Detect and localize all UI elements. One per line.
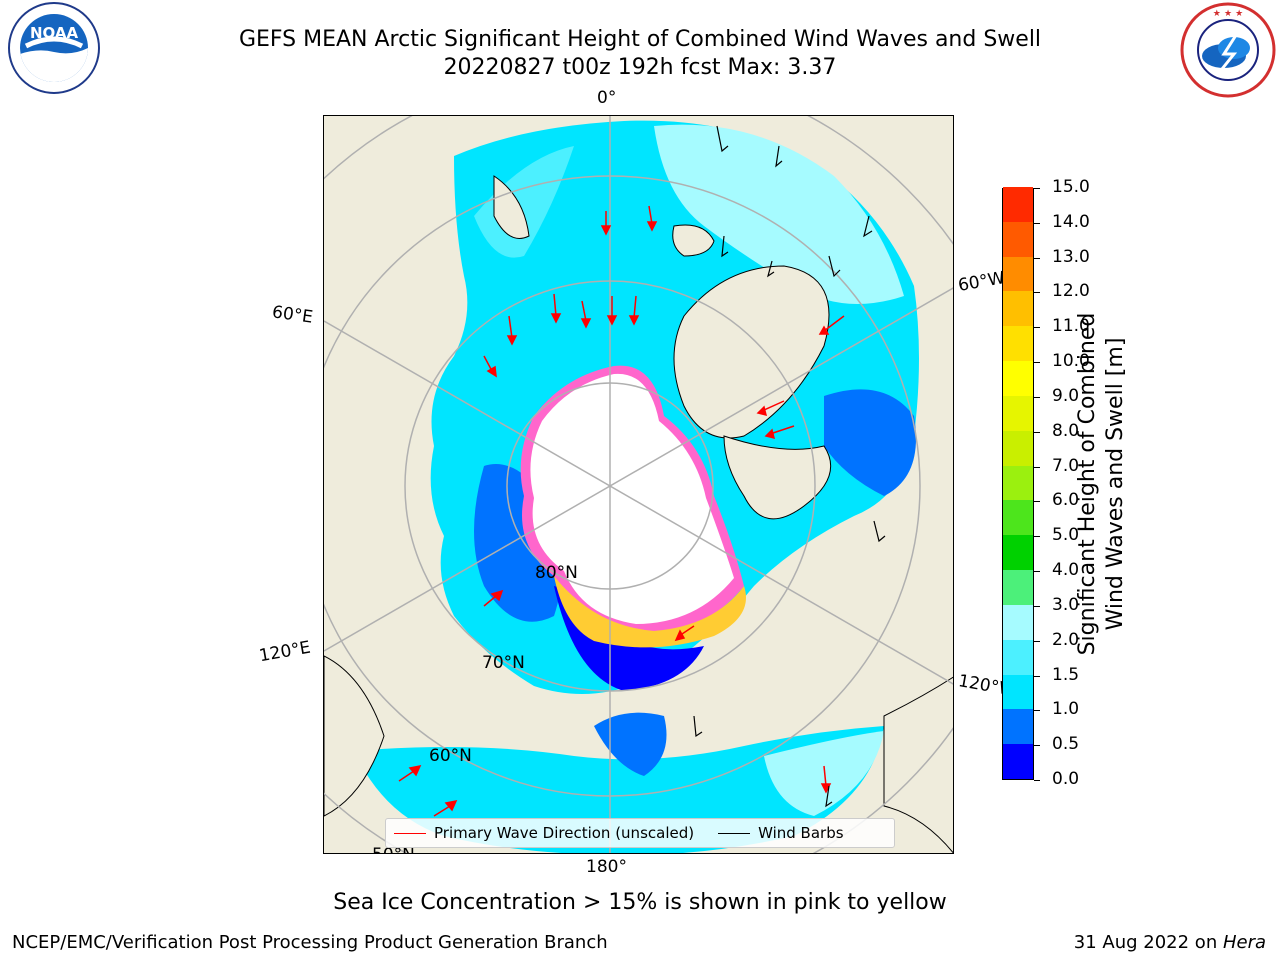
ice-note: Sea Ice Concentration > 15% is shown in …: [333, 890, 947, 915]
colorbar-tick-label: 8.0: [1052, 420, 1080, 441]
map-legend: Primary Wave Direction (unscaled) Wind B…: [385, 818, 895, 848]
colorbar-tick-label: 12.0: [1052, 281, 1090, 302]
colorbar-band: [1003, 535, 1033, 571]
footer-date-text: 31 Aug 2022 on: [1073, 932, 1223, 953]
footer-date: 31 Aug 2022 on Hera: [1074, 932, 1266, 953]
colorbar-tick-mark: [1034, 431, 1040, 433]
colorbar-tick-mark: [1034, 605, 1040, 607]
colorbar-tick-mark: [1034, 257, 1040, 259]
lon-60e-label: 60°E: [270, 302, 315, 328]
svg-text:★ ★ ★: ★ ★ ★: [1213, 9, 1243, 19]
footer-credit: NCEP/EMC/Verification Post Processing Pr…: [12, 932, 608, 953]
colorbar-tick-mark: [1034, 780, 1040, 781]
lat-50-label: 50°N: [372, 845, 415, 853]
colorbar-band: [1003, 604, 1033, 640]
colorbar-tick-mark: [1034, 675, 1040, 677]
arctic-map: 80°N 70°N 60°N 50°N: [323, 115, 954, 854]
lat-70-label: 70°N: [482, 653, 525, 673]
colorbar-tick-mark: [1034, 536, 1040, 538]
colorbar-tick-mark: [1034, 571, 1040, 573]
map-canvas: [324, 116, 953, 853]
graticule: [324, 116, 953, 853]
colorbar-tick-label: 3.0: [1052, 594, 1080, 615]
colorbar-tick-label: 5.0: [1052, 525, 1080, 546]
colorbar-band: [1003, 361, 1033, 396]
colorbar-tick-label: 4.0: [1052, 560, 1080, 581]
colorbar-band: [1003, 744, 1033, 779]
colorbar-band: [1003, 500, 1033, 536]
colorbar-band: [1003, 187, 1033, 222]
wave-direction-arrows: [398, 205, 845, 817]
colorbar-tick-label: 6.0: [1052, 490, 1080, 511]
colorbar-band: [1003, 395, 1033, 431]
colorbar-band: [1003, 674, 1033, 710]
colorbar-tick-mark: [1034, 710, 1040, 712]
wind-legend-swatch: [718, 832, 751, 834]
lon-0-label: 0°: [597, 88, 617, 108]
wind-barbs: [693, 125, 886, 808]
colorbar-tick-mark: [1034, 222, 1040, 224]
colorbar-band: [1003, 639, 1033, 675]
colorbar-tick-label: 10.0: [1052, 351, 1090, 372]
chart-subtitle: 20220827 t00z 192h fcst Max: 3.37: [443, 55, 837, 80]
colorbar-tick-label: 15.0: [1052, 177, 1090, 197]
colorbar-tick-label: 7.0: [1052, 455, 1080, 476]
colorbar: [1002, 187, 1034, 780]
colorbar-tick-label: 1.0: [1052, 699, 1080, 720]
colorbar-tick-mark: [1034, 501, 1040, 503]
colorbar-tick-mark: [1034, 466, 1040, 468]
colorbar-tick-mark: [1034, 745, 1040, 747]
noaa-logo-text: NOAA: [30, 24, 79, 42]
colorbar-band: [1003, 430, 1033, 466]
lon-180-label: 180°: [586, 857, 627, 877]
colorbar-tick-label: 11.0: [1052, 316, 1090, 337]
colorbar-tick-mark: [1034, 396, 1040, 398]
noaa-logo: NOAA: [2, 2, 106, 96]
lon-120e-label: 120°E: [257, 637, 313, 667]
colorbar-tick-mark: [1034, 188, 1040, 189]
colorbar-band: [1003, 465, 1033, 501]
wave-legend-swatch: [394, 832, 426, 834]
wind-legend-label: Wind Barbs: [758, 824, 844, 842]
chart-title: GEFS MEAN Arctic Significant Height of C…: [238, 27, 1042, 52]
colorbar-band: [1003, 291, 1033, 327]
colorbar-label-line2: Wind Waves and Swell [m]: [1103, 337, 1128, 631]
colorbar-tick-mark: [1034, 640, 1040, 642]
colorbar-tick-label: 9.0: [1052, 385, 1080, 406]
colorbar-tick-label: 2.0: [1052, 629, 1080, 650]
colorbar-tick-label: 13.0: [1052, 246, 1090, 267]
lon-60w-label: 60°W: [956, 268, 1007, 296]
colorbar-tick-label: 14.0: [1052, 211, 1090, 232]
colorbar-band: [1003, 256, 1033, 292]
colorbar-band: [1003, 570, 1033, 605]
colorbar-tick-label: 0.5: [1052, 734, 1080, 755]
colorbar-band: [1003, 326, 1033, 362]
colorbar-band: [1003, 221, 1033, 257]
colorbar-tick-mark: [1034, 362, 1040, 364]
colorbar-tick-label: 0.0: [1052, 769, 1080, 789]
colorbar-tick-mark: [1034, 327, 1040, 329]
lat-60-label: 60°N: [429, 746, 472, 766]
colorbar-band: [1003, 709, 1033, 745]
colorbar-label-line1: Significant Height of Combined: [1075, 312, 1100, 656]
footer-host: Hera: [1222, 932, 1266, 953]
lat-80-label: 80°N: [535, 563, 578, 583]
colorbar-tick-label: 1.5: [1052, 664, 1080, 685]
nws-logo: ★ ★ ★: [1178, 2, 1278, 98]
colorbar-tick-mark: [1034, 292, 1040, 294]
wave-legend-label: Primary Wave Direction (unscaled): [434, 824, 695, 842]
